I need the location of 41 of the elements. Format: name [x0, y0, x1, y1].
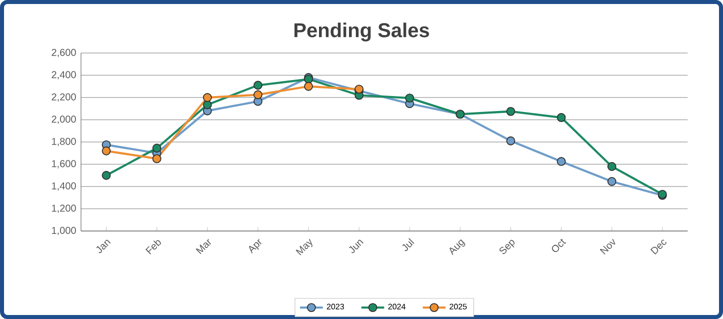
y-tick-label: 2,000	[52, 116, 76, 124]
point	[405, 94, 414, 103]
legend-label: 2025	[450, 304, 467, 310]
x-tick-label: Oct	[552, 238, 566, 252]
y-tick-label: 1,400	[52, 182, 76, 191]
point	[152, 154, 162, 164]
x-tick-label: Nov	[600, 238, 616, 255]
x-tick-label: Jan	[96, 240, 111, 254]
point	[152, 144, 162, 153]
x-tick-label: Mar	[196, 238, 212, 254]
y-tick-label: 1,000	[52, 226, 76, 236]
y-tick-label: 2,200	[52, 93, 76, 102]
y-tick-label: 1,600	[52, 160, 76, 168]
y-tick-label: 2,600	[52, 48, 76, 58]
point	[607, 162, 616, 171]
x-tick-label: Aug	[450, 239, 466, 256]
point	[202, 100, 212, 110]
x-tick-label: Jun	[349, 240, 364, 254]
point	[253, 90, 262, 100]
x-tick-label: Jul	[402, 238, 414, 251]
x-tick-label: Dec	[650, 240, 666, 255]
point	[304, 82, 313, 91]
x-tick-label: Apr	[248, 238, 262, 254]
point	[102, 146, 111, 156]
point	[506, 106, 516, 116]
x-tick-label: Feb	[145, 240, 161, 254]
x-tick-label: May	[296, 238, 312, 256]
point	[202, 93, 212, 102]
point	[607, 177, 616, 186]
point	[556, 113, 566, 122]
chart-title: Pending Sales	[294, 22, 430, 42]
x-tick-label: Sep	[499, 240, 515, 254]
y-tick-label: 1,200	[52, 204, 76, 213]
point	[102, 170, 111, 180]
y-tick-label: 2,400	[52, 71, 76, 80]
legend-label: 2024	[388, 304, 406, 310]
point	[506, 136, 516, 146]
point	[253, 80, 262, 90]
point	[556, 157, 566, 166]
legend-label: 2023	[326, 304, 344, 310]
y-tick-label: 1,800	[52, 138, 76, 146]
